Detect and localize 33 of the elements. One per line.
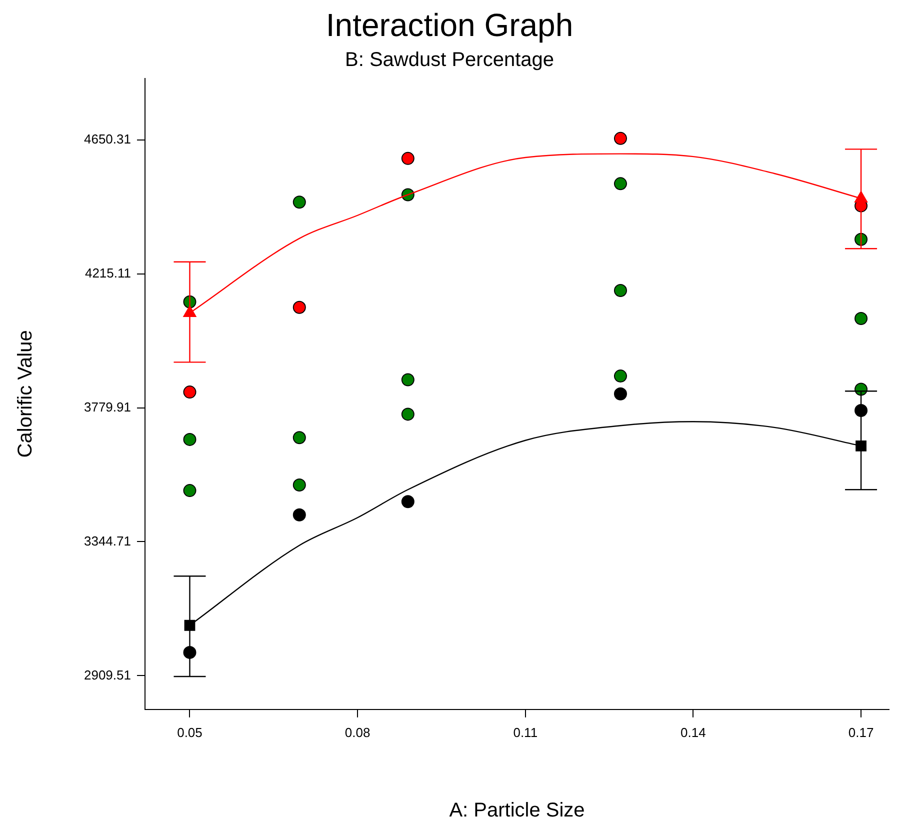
point <box>292 300 306 314</box>
y-tick-label: 3779.91 <box>84 399 131 414</box>
point <box>401 495 414 508</box>
chart-subtitle: B: Sawdust Percentage <box>344 48 554 71</box>
point <box>614 177 627 190</box>
point <box>401 408 414 421</box>
y-axis-title: Calorific Value <box>14 330 37 458</box>
point <box>614 284 627 297</box>
x-tick-label: 0.17 <box>848 724 874 740</box>
point <box>614 387 627 400</box>
y-tick-label: 3344.71 <box>84 533 131 548</box>
y-tick-label: 4215.11 <box>84 265 131 280</box>
point <box>854 312 868 325</box>
chart-title: Interaction Graph <box>326 7 574 44</box>
x-tick-label: 0.14 <box>680 724 706 740</box>
x-tick-label: 0.05 <box>177 724 202 740</box>
point <box>292 478 306 492</box>
x-tick-label: 0.08 <box>344 724 370 740</box>
x-axis-title: A: Particle Size <box>449 800 585 822</box>
point <box>183 484 196 498</box>
point <box>292 196 306 209</box>
point <box>854 404 868 418</box>
point <box>292 508 306 522</box>
y-tick-label: 2909.51 <box>84 667 131 682</box>
point <box>401 373 414 386</box>
point <box>614 370 627 383</box>
point <box>183 386 196 399</box>
point <box>183 432 196 446</box>
point <box>614 132 627 145</box>
point <box>401 152 414 165</box>
point <box>292 431 306 444</box>
x-tick-label: 0.11 <box>513 724 538 740</box>
y-tick-label: 4650.31 <box>84 131 131 146</box>
